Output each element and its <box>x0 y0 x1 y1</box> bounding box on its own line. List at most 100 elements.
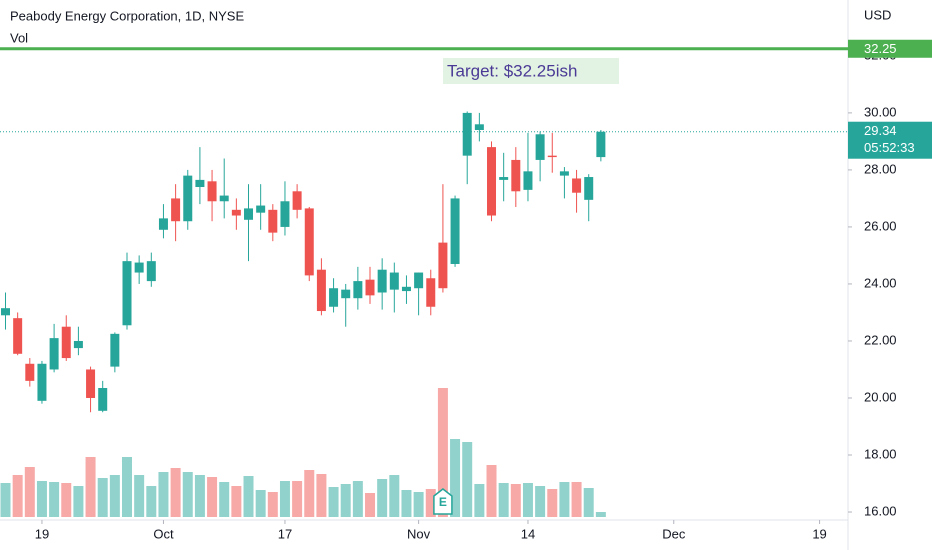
candle-body <box>389 272 399 290</box>
annotation-box <box>443 58 619 84</box>
candle-body <box>183 175 193 222</box>
candle-body <box>292 191 302 210</box>
volume-bar <box>36 481 47 517</box>
volume-bar <box>437 388 448 517</box>
candle-body <box>596 131 606 158</box>
x-tick-label: 14 <box>521 526 535 541</box>
candle-body <box>487 147 497 216</box>
volume-bar <box>316 474 327 517</box>
volume-label: Vol <box>10 30 28 45</box>
annotation: Target: $32.25ish <box>447 61 577 80</box>
candle-body <box>171 198 181 222</box>
volume-bar <box>255 490 266 517</box>
volume-bar <box>109 475 120 517</box>
candle-body <box>110 333 120 367</box>
x-tick-label: Nov <box>407 526 431 541</box>
volume-bar <box>219 482 230 517</box>
volume-bar <box>194 475 205 517</box>
x-tick-label: 19 <box>35 526 49 541</box>
volume-bar <box>535 486 546 517</box>
volume-bar <box>231 486 242 517</box>
volume-bar <box>12 475 23 517</box>
candle-body <box>535 134 545 160</box>
volume-bar <box>559 482 570 517</box>
volume-bar <box>413 492 424 517</box>
volume-bar <box>377 479 388 517</box>
volume-bar <box>49 482 60 517</box>
candle-body <box>13 318 23 354</box>
candle-body <box>25 363 35 381</box>
candle-body <box>86 369 96 398</box>
y-tick-label: 18.00 <box>864 446 897 461</box>
volume-pane <box>0 388 606 517</box>
volume-bar <box>134 475 145 517</box>
volume-bar <box>340 484 351 517</box>
candle-body <box>474 124 484 130</box>
y-tick-label: 28.00 <box>864 161 897 176</box>
currency-label: USD <box>864 7 891 22</box>
candle-body <box>134 262 144 273</box>
volume-bar <box>73 486 84 517</box>
volume-bar <box>595 512 606 517</box>
target-tag-label: 32.25 <box>864 41 897 56</box>
volume-bar <box>61 483 72 517</box>
volume-bar <box>279 481 290 517</box>
volume-bar <box>498 483 509 517</box>
volume-bar <box>389 475 400 517</box>
candle-body <box>195 179 205 188</box>
volume-bar <box>122 457 133 517</box>
candle-body <box>329 288 339 307</box>
volume-bar <box>328 487 339 517</box>
x-tick-label: Oct <box>153 526 174 541</box>
last-price-tag <box>848 121 932 159</box>
candle-body <box>122 261 132 326</box>
volume-bar <box>146 486 157 517</box>
candle-body <box>414 272 424 289</box>
y-tick-label: 26.00 <box>864 218 897 233</box>
candle-body <box>559 171 569 176</box>
volume-bar <box>474 484 485 517</box>
candle-body <box>98 388 108 411</box>
candle-body <box>365 279 375 296</box>
volume-bar <box>243 476 254 517</box>
volume-bar <box>170 468 181 517</box>
volume-bar <box>24 467 35 517</box>
last-price-label: 29.34 <box>864 123 897 138</box>
volume-bar <box>0 483 11 517</box>
volume-bar <box>583 488 594 517</box>
candle-body <box>37 363 47 401</box>
countdown: 05:52:33 <box>864 140 915 155</box>
candle-body <box>450 198 460 264</box>
candle-body <box>304 208 314 276</box>
volume-bar <box>304 470 315 517</box>
volume-bar <box>97 478 108 517</box>
candle-body <box>244 208 254 220</box>
candle-body <box>158 218 168 230</box>
candle-body <box>231 209 241 216</box>
y-tick-label: 24.00 <box>864 275 897 290</box>
volume-bar <box>547 489 558 517</box>
candle-body <box>341 289 351 299</box>
volume-bar <box>571 482 582 517</box>
volume-bar <box>450 439 461 517</box>
volume-bar <box>510 484 521 517</box>
candle-body <box>572 178 582 193</box>
volume-bar <box>352 481 363 517</box>
candle-body <box>547 155 557 158</box>
candle-body <box>1 308 11 316</box>
volume-bar <box>401 490 412 517</box>
y-tick-label: 20.00 <box>864 389 897 404</box>
y-tick-label: 30.00 <box>864 104 897 119</box>
volume-bar <box>182 472 193 517</box>
candle-body <box>523 171 533 190</box>
x-tick-label: 19 <box>812 526 826 541</box>
candle-body <box>499 177 509 180</box>
candle-body <box>401 286 411 292</box>
candle-body <box>73 340 83 349</box>
x-tick-label: 17 <box>278 526 292 541</box>
candle-body <box>353 281 363 299</box>
overlay: 32.25 Target: $32.25ish 29.34 05:52:33 E <box>0 39 932 515</box>
y-tick-label: 16.00 <box>864 503 897 518</box>
